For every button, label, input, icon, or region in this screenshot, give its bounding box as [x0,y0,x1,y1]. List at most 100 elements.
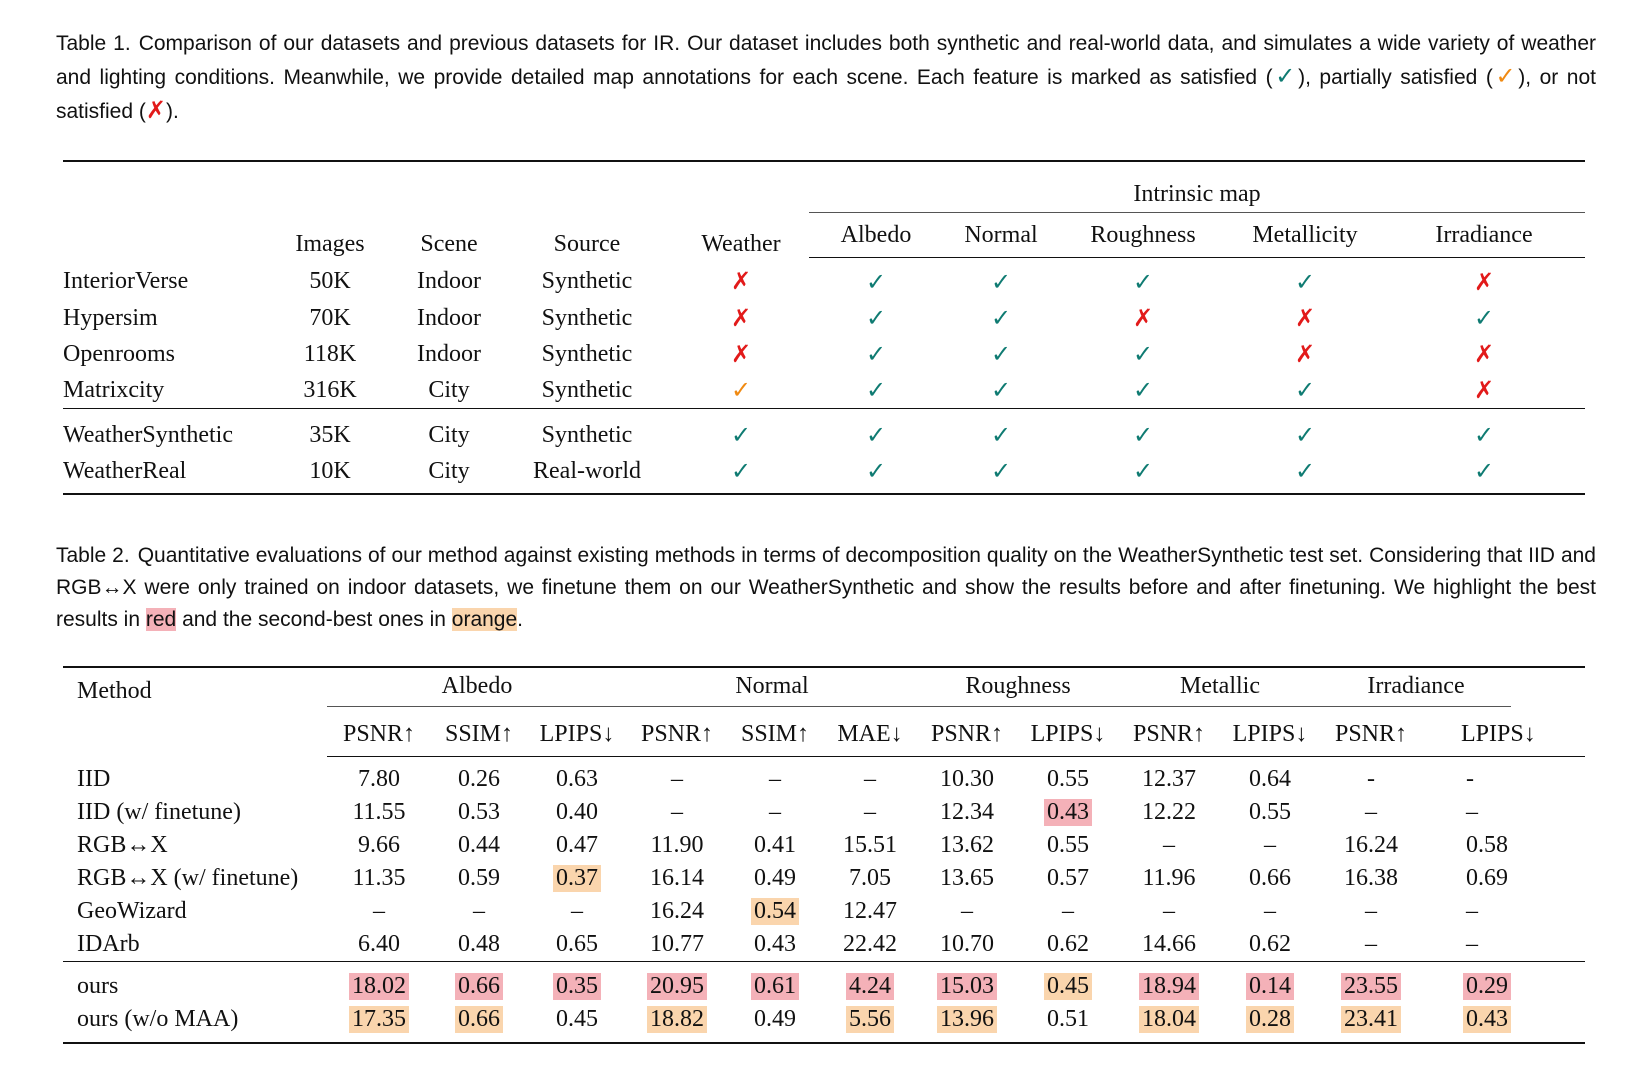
metric-header: SSIM↑ [727,712,823,757]
metric-value: – [1466,898,1478,924]
check-icon: ✓ [865,267,887,296]
data-source: Synthetic [501,408,673,453]
metric-cell: 18.04 [1119,1003,1219,1043]
metric-cell: – [823,757,917,797]
header-intrinsic-map: Intrinsic map [809,161,1585,213]
data-source: Synthetic [541,304,633,331]
metric-value: 0.66 [455,973,503,1000]
images-count: 316K [303,376,357,403]
irradiance-cell: ✗ [1383,336,1585,372]
metric-header-row: PSNR↑ SSIM↑ LPIPS↓ PSNR↑ SSIM↑ MAE↓ PSNR↑ LPIPS… [63,712,1585,757]
metric-header: PSNR↑ [327,712,431,757]
check-icon: ✓ [1132,339,1154,368]
metric-cell: 0.48 [431,928,527,962]
metric-cell: 0.69 [1421,862,1585,895]
metric-cell: 15.03 [917,961,1017,1003]
roughness-cell: ✓ [1059,372,1227,409]
metric-cell: 5.56 [823,1003,917,1043]
check-icon: ✓ [730,456,752,485]
metric-cell: 6.40 [327,928,431,962]
metric-cell: – [1421,895,1585,928]
table2-caption-end: . [517,608,524,631]
table2-caption: Table 2. Quantitative evaluations of our … [56,540,1596,636]
metric-cell: 0.37 [527,862,627,895]
metric-cell: – [627,796,727,829]
red-highlight-word: red [145,608,177,631]
metallicity-cell: ✗ [1227,336,1383,372]
metric-value: – [1264,898,1276,924]
check-icon: ✓ [865,456,887,485]
scene-type: City [428,376,470,403]
metric-value: – [769,766,781,792]
table1-label: Table 1. [56,32,131,55]
metric-cell: 0.61 [727,961,823,1003]
metric-value: – [769,799,781,825]
metric-cell: – [1219,895,1321,928]
metric-value: – [864,766,876,792]
metric-cell: 16.24 [1321,829,1421,862]
metric-value: 13.96 [937,1006,997,1033]
metric-cell: 0.44 [431,829,527,862]
metric-cell: 13.96 [917,1003,1017,1043]
irradiance-cell: ✗ [1383,258,1585,301]
metric-header: MAE↓ [823,712,917,757]
satisfied-check-icon: ✓ [1272,62,1299,90]
metric-value: 23.55 [1341,973,1401,1000]
weather-cell: ✓ [673,372,809,409]
images-count: 10K [309,457,351,484]
metric-cell: 15.51 [823,829,917,862]
metric-cell: 12.47 [823,895,917,928]
metric-value: 5.56 [846,1006,894,1033]
metric-value: 0.45 [1044,973,1092,1000]
metric-value: 7.80 [358,766,400,792]
metric-header: PSNR↑ [917,712,1017,757]
method-row: RGB↔X 9.66 0.44 0.47 11.90 0.41 15.51 13.62 0.55… [63,829,1585,862]
metallicity-cell: ✓ [1227,258,1383,301]
dataset-row: InteriorVerse 50K Indoor Synthetic ✗ ✓ ✓ ✓ ✓ ✗ [63,258,1585,301]
metric-value: - [1466,766,1474,792]
check-icon: ✓ [1132,267,1154,296]
metric-value: 0.43 [754,931,796,957]
roughness-cell: ✓ [1059,336,1227,372]
metric-cell: 0.29 [1421,961,1585,1003]
weather-cell: ✗ [673,258,809,301]
check-icon: ✓ [990,339,1012,368]
metric-value: 10.77 [650,931,704,957]
check-icon: ✓ [865,339,887,368]
metric-value: 10.70 [940,931,994,957]
header-irradiance: Irradiance [1383,212,1585,258]
metric-cell: 0.40 [527,796,627,829]
data-source: Real-world [533,457,641,484]
metric-value: 0.51 [1047,1006,1089,1032]
metric-cell: – [917,895,1017,928]
check-icon: ✓ [990,303,1012,332]
partial-check-icon: ✓ [730,375,752,404]
metric-value: – [961,898,973,924]
metric-cell: – [1321,895,1421,928]
metric-value: 0.43 [1044,799,1092,826]
metric-value: 11.55 [352,799,406,825]
table1-body: InteriorVerse 50K Indoor Synthetic ✗ ✓ ✓ ✓ ✓ ✗ Hyp… [63,258,1585,495]
metric-cell: 23.41 [1321,1003,1421,1043]
dataset-row: Matrixcity 316K City Synthetic ✓ ✓ ✓ ✓ ✓ ✗ [63,372,1585,409]
table2-body: IID 7.80 0.26 0.63– – –10.30 0.55 12.37 0.64- - II… [63,757,1585,1044]
cross-icon: ✗ [730,267,752,296]
normal-cell: ✓ [943,336,1059,372]
metric-value: 0.14 [1246,973,1294,1000]
scene-type: Indoor [417,340,481,367]
metric-cell: 0.35 [527,961,627,1003]
method-name: IID (w/ finetune) [77,799,241,825]
metric-value: 0.63 [556,766,598,792]
method-row: GeoWizard – – – 16.24 0.54 12.47 – – – – – – [63,895,1585,928]
metric-value: – [671,766,683,792]
metric-header: PSNR↑ [627,712,727,757]
group-roughness: Roughness [917,667,1119,712]
metric-cell: 10.30 [917,757,1017,797]
metric-value: – [1365,898,1377,924]
header-albedo: Albedo [809,212,943,258]
metric-header: PSNR↑ [1321,712,1421,757]
albedo-cell: ✓ [809,336,943,372]
header-dataset-empty [63,161,263,258]
metric-value: 0.66 [1249,865,1291,891]
